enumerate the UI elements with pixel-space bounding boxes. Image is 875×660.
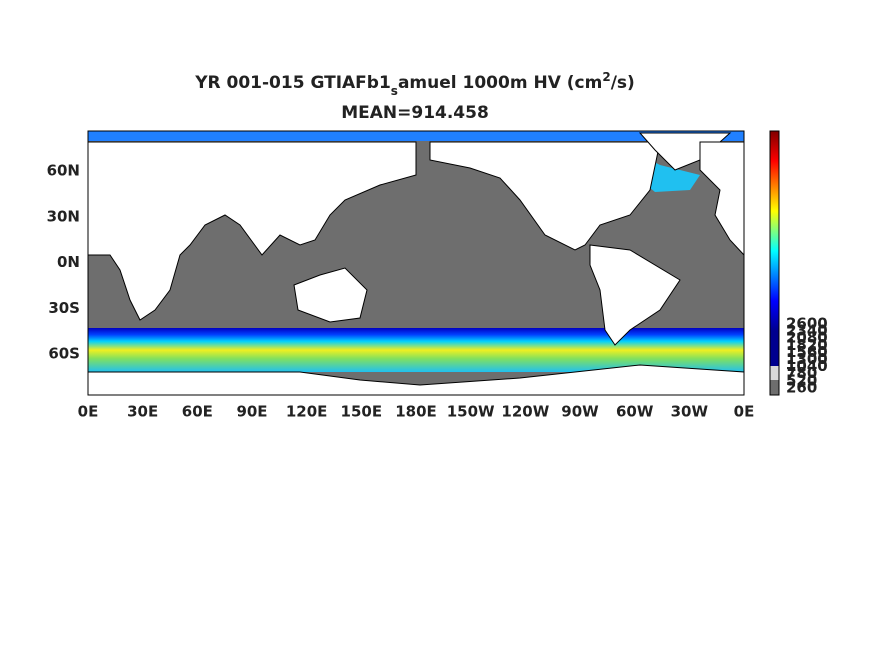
subtitle: MEAN=914.458 bbox=[341, 103, 489, 123]
lon-label: 60E bbox=[182, 403, 213, 421]
lat-label: 60N bbox=[47, 162, 80, 180]
lat-label: 30S bbox=[48, 299, 80, 317]
lon-label: 180E bbox=[395, 403, 437, 421]
map-frame bbox=[87, 130, 745, 396]
land bbox=[87, 141, 417, 321]
colorbar bbox=[769, 130, 780, 396]
lon-label: 30E bbox=[127, 403, 158, 421]
colorbar-scale bbox=[770, 366, 779, 380]
lon-label: 150W bbox=[447, 403, 495, 421]
colorbar-label: 260 bbox=[786, 378, 817, 396]
colorbar-label: 780 bbox=[786, 364, 817, 382]
colorbar-label: 1560 bbox=[786, 343, 828, 361]
colorbar-label: 520 bbox=[786, 371, 817, 389]
colorbar-scale bbox=[770, 131, 779, 331]
colorbar-label: 2340 bbox=[786, 322, 828, 340]
colorbar-label: 1300 bbox=[786, 350, 828, 368]
title-part: YR 001-015 GTIAFb1 bbox=[194, 73, 391, 93]
colorbar-label: 2080 bbox=[786, 329, 828, 347]
colorbar-scale bbox=[770, 380, 779, 395]
land bbox=[589, 244, 681, 346]
lat-label: 0N bbox=[57, 253, 80, 271]
lon-label: 120W bbox=[501, 403, 549, 421]
title-superscript: 2 bbox=[602, 70, 610, 84]
title-subscript: s bbox=[391, 84, 398, 98]
map bbox=[87, 130, 745, 396]
title-part: /s) bbox=[611, 73, 635, 93]
land bbox=[293, 267, 368, 323]
colorbar-frame bbox=[769, 130, 780, 396]
lon-label: 30W bbox=[671, 403, 709, 421]
arctic-band bbox=[88, 131, 744, 141]
title-part: amuel 1000m HV (cm bbox=[398, 73, 602, 93]
lon-label: 60W bbox=[616, 403, 654, 421]
lon-label: 120E bbox=[286, 403, 328, 421]
lat-label: 60S bbox=[48, 345, 80, 363]
lon-label: 90E bbox=[236, 403, 267, 421]
colorbar-label: 1040 bbox=[786, 357, 828, 375]
lon-label: 150E bbox=[341, 403, 383, 421]
lat-label: 30N bbox=[47, 207, 80, 225]
land bbox=[429, 141, 661, 251]
colorbar-label: 2600 bbox=[786, 315, 828, 333]
colorbar-scale bbox=[770, 331, 779, 366]
lon-label: 0E bbox=[78, 403, 99, 421]
title: YR 001-015 GTIAFb1samuel 1000m HV (cm2/s… bbox=[194, 70, 635, 98]
colorbar-label: 1820 bbox=[786, 336, 828, 354]
lon-label: 90W bbox=[561, 403, 599, 421]
lon-label: 0E bbox=[734, 403, 755, 421]
southern-ocean-band bbox=[88, 328, 744, 372]
